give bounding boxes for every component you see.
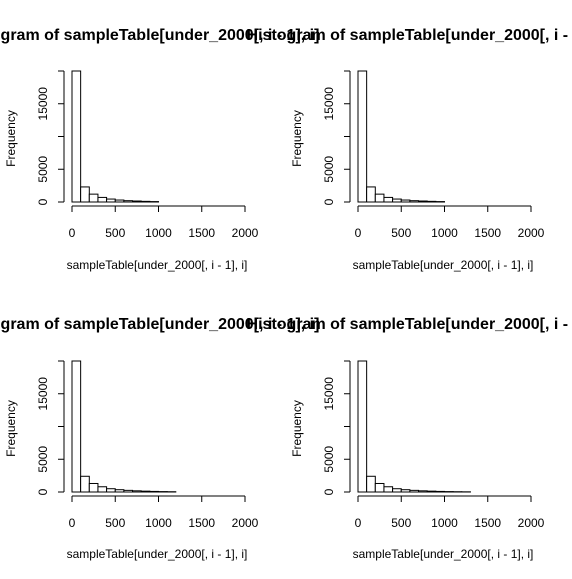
histogram-bar bbox=[383, 196, 394, 203]
y-axis-label: Frequency bbox=[4, 110, 18, 167]
x-tick-label: 1500 bbox=[188, 516, 215, 530]
histogram-bar bbox=[392, 488, 402, 493]
histogram-bar bbox=[149, 490, 160, 493]
chart-title: Histogram of sampleTable[under_2000[, i … bbox=[0, 316, 319, 333]
histogram-bar bbox=[88, 193, 99, 203]
chart-title: Histogram of sampleTable[under_2000[, i … bbox=[247, 27, 572, 44]
x-tick-label: 1000 bbox=[145, 516, 172, 530]
histogram-panel-4: Histogram of sampleTable[under_2000[, i … bbox=[247, 316, 572, 561]
x-tick-label: 1500 bbox=[474, 226, 501, 240]
x-tick-label: 1000 bbox=[145, 226, 172, 240]
histogram-bar bbox=[366, 186, 376, 203]
histogram-bar bbox=[88, 482, 99, 493]
histogram-panel-2: Histogram of sampleTable[under_2000[, i … bbox=[247, 27, 572, 272]
histogram-bar bbox=[114, 199, 125, 203]
histogram-bar bbox=[97, 196, 108, 203]
y-tick-label: 5000 bbox=[322, 156, 336, 183]
histogram-bar bbox=[140, 490, 151, 493]
x-tick-label: 500 bbox=[391, 226, 411, 240]
histogram-panel-3: Histogram of sampleTable[under_2000[, i … bbox=[0, 316, 319, 561]
x-axis-label: sampleTable[under_2000[, i - 1], i] bbox=[353, 547, 534, 561]
histogram-bar bbox=[426, 490, 437, 493]
histogram-bar bbox=[392, 198, 402, 203]
histogram-bar bbox=[409, 200, 420, 203]
y-axis-label: Frequency bbox=[290, 400, 304, 457]
y-tick-label: 15000 bbox=[322, 87, 336, 121]
histogram-bar bbox=[435, 490, 446, 493]
histogram-bar bbox=[366, 475, 376, 493]
y-tick-label: 0 bbox=[36, 488, 50, 495]
x-axis-label: sampleTable[under_2000[, i - 1], i] bbox=[353, 258, 534, 272]
histogram-bar bbox=[132, 490, 142, 493]
x-tick-label: 0 bbox=[69, 516, 76, 530]
histogram-panel-1: Histogram of sampleTable[under_2000[, i … bbox=[0, 27, 319, 272]
y-axis-label: Frequency bbox=[290, 110, 304, 167]
x-tick-label: 1000 bbox=[431, 516, 458, 530]
histogram-bar bbox=[374, 482, 385, 493]
histogram-bar bbox=[374, 193, 385, 203]
y-tick-label: 15000 bbox=[36, 377, 50, 411]
x-tick-label: 0 bbox=[355, 516, 362, 530]
histogram-bar bbox=[106, 198, 116, 203]
x-tick-label: 1500 bbox=[188, 226, 215, 240]
histogram-bar bbox=[80, 475, 90, 493]
histogram-bar bbox=[357, 70, 368, 203]
histogram-bar bbox=[140, 200, 151, 203]
x-tick-label: 1500 bbox=[474, 516, 501, 530]
histogram-bar bbox=[418, 200, 428, 203]
y-tick-label: 0 bbox=[322, 198, 336, 205]
x-axis-label: sampleTable[under_2000[, i - 1], i] bbox=[67, 547, 248, 561]
x-axis-label: sampleTable[under_2000[, i - 1], i] bbox=[67, 258, 248, 272]
histogram-bar bbox=[114, 489, 125, 493]
x-tick-label: 0 bbox=[69, 226, 76, 240]
y-axis-label: Frequency bbox=[4, 400, 18, 457]
y-tick-label: 15000 bbox=[36, 87, 50, 121]
histogram-bar bbox=[71, 360, 82, 493]
histogram-bar bbox=[97, 486, 108, 493]
y-tick-label: 15000 bbox=[322, 377, 336, 411]
x-tick-label: 500 bbox=[391, 516, 411, 530]
x-tick-label: 500 bbox=[105, 226, 125, 240]
x-tick-label: 2000 bbox=[518, 516, 545, 530]
y-tick-label: 5000 bbox=[36, 446, 50, 473]
histogram-bar bbox=[357, 360, 368, 493]
histogram-bar bbox=[400, 199, 411, 203]
y-tick-label: 0 bbox=[322, 488, 336, 495]
x-tick-label: 2000 bbox=[518, 226, 545, 240]
x-tick-label: 500 bbox=[105, 516, 125, 530]
y-tick-label: 5000 bbox=[36, 156, 50, 183]
histogram-bar bbox=[123, 489, 134, 493]
x-tick-label: 0 bbox=[355, 226, 362, 240]
x-tick-label: 2000 bbox=[232, 516, 259, 530]
chart-title: Histogram of sampleTable[under_2000[, i … bbox=[0, 27, 319, 44]
x-tick-label: 1000 bbox=[431, 226, 458, 240]
histogram-bar bbox=[418, 490, 428, 493]
histogram-bar bbox=[106, 488, 116, 493]
histogram-bar bbox=[383, 486, 394, 493]
histogram-bar bbox=[400, 489, 411, 493]
x-tick-label: 2000 bbox=[232, 226, 259, 240]
histogram-bar bbox=[132, 200, 142, 203]
histogram-bar bbox=[426, 200, 437, 203]
y-tick-label: 0 bbox=[36, 198, 50, 205]
chart-title: Histogram of sampleTable[under_2000[, i … bbox=[247, 316, 572, 333]
histogram-bar bbox=[80, 186, 90, 203]
histogram-bar bbox=[123, 200, 134, 203]
histogram-bar bbox=[409, 489, 420, 493]
histogram-bar bbox=[71, 70, 82, 203]
y-tick-label: 5000 bbox=[322, 446, 336, 473]
